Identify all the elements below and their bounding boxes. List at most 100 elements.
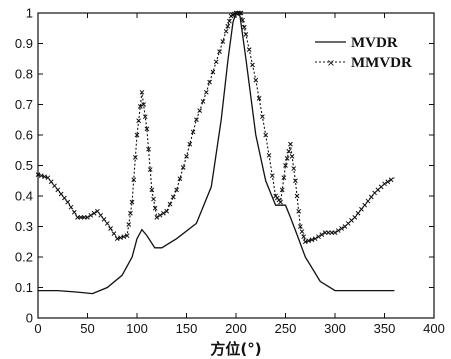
series-point-mmvdr [91, 210, 97, 216]
series-point-mmvdr [368, 194, 374, 200]
y-tick-label: 0.3 [15, 219, 33, 234]
series-point-mmvdr [355, 210, 361, 216]
series-point-mmvdr [236, 10, 242, 16]
series-point-mmvdr [289, 153, 295, 159]
x-tick-label: 150 [176, 321, 198, 336]
y-tick-label: 0.2 [15, 250, 33, 265]
series-point-mmvdr [58, 191, 64, 197]
series-point-mmvdr [269, 173, 275, 179]
x-tick-label: 350 [374, 321, 396, 336]
series-point-mmvdr [302, 239, 308, 245]
series-point-mmvdr [134, 132, 140, 138]
series-point-mmvdr [385, 179, 391, 185]
series-point-mmvdr [293, 178, 298, 184]
series-point-mmvdr [128, 210, 133, 216]
series-point-mmvdr [108, 226, 113, 231]
series-point-mmvdr [279, 187, 285, 193]
series-point-mmvdr [240, 17, 245, 23]
legend: MVDR × MMVDR [315, 35, 412, 71]
series-point-mmvdr [203, 89, 209, 95]
series-point-mmvdr [104, 221, 110, 226]
series-point-mmvdr [238, 10, 244, 16]
y-tick-label: 0.4 [15, 189, 33, 204]
series-point-mmvdr [85, 214, 90, 220]
series-point-mmvdr [309, 237, 315, 243]
legend-mvdr-label: MVDR [351, 35, 398, 51]
series-point-mmvdr [283, 163, 288, 168]
series-point-mmvdr [118, 235, 123, 241]
series-point-mmvdr [294, 193, 300, 199]
series-point-mmvdr [382, 181, 387, 187]
series-point-mmvdr [260, 114, 265, 120]
series-point-mmvdr [213, 59, 219, 65]
series-point-mmvdr [362, 202, 368, 208]
series-point-mmvdr [190, 129, 196, 135]
x-axis-title: 方位(°) [210, 340, 261, 358]
plot-area [37, 12, 435, 319]
legend-mmvdr-label: MMVDR [351, 55, 412, 71]
series-point-mmvdr [388, 177, 394, 183]
series-point-mmvdr [291, 166, 297, 171]
series-point-mmvdr [68, 204, 74, 210]
series-point-mmvdr [312, 236, 318, 242]
series-point-mmvdr [164, 208, 170, 214]
series-point-mmvdr [316, 234, 321, 240]
series-point-mmvdr [217, 49, 222, 54]
series-point-mmvdr [335, 228, 341, 233]
series-point-mmvdr [136, 118, 142, 124]
series-point-mmvdr [223, 28, 229, 34]
series-point-mmvdr [111, 231, 117, 236]
series-point-mmvdr [146, 146, 151, 152]
series-point-mmvdr [306, 238, 311, 244]
y-tick-label: 0.7 [15, 97, 33, 112]
series-point-mmvdr [225, 23, 231, 29]
series-point-mmvdr [167, 201, 173, 207]
x-tick-label: 300 [324, 321, 346, 336]
series-point-mmvdr [174, 187, 179, 193]
series-point-mmvdr [161, 210, 166, 216]
y-tick-label: 0.6 [15, 128, 33, 143]
series-point-mmvdr [253, 77, 259, 83]
series-point-mmvdr [246, 47, 252, 52]
x-tick-label: 250 [275, 321, 297, 336]
series-point-mmvdr [296, 208, 302, 214]
series-point-mmvdr [114, 236, 120, 242]
series-point-mmvdr [200, 99, 206, 104]
x-tick-label: 200 [225, 321, 247, 336]
x-tick-label: 400 [423, 321, 445, 336]
series-point-mmvdr [55, 187, 61, 193]
series-point-mmvdr [207, 79, 212, 85]
series-point-mmvdr [278, 199, 283, 205]
series-point-mmvdr [65, 199, 71, 205]
series-point-mmvdr [52, 183, 57, 189]
series-point-mmvdr [339, 226, 344, 231]
series-point-mmvdr [243, 31, 249, 37]
series-point-mmvdr [71, 209, 77, 215]
series-point-mmvdr [227, 18, 232, 24]
series-point-mmvdr [210, 69, 216, 75]
series-point-mmvdr [177, 176, 183, 182]
x-tick-label: 0 [34, 321, 41, 336]
series-point-mmvdr [299, 229, 305, 234]
series-point-mmvdr [319, 232, 325, 237]
x-tick-label: 50 [80, 321, 94, 336]
series-point-mmvdr [157, 212, 163, 218]
series-point-mmvdr [170, 194, 176, 200]
series-point-mmvdr [95, 208, 100, 214]
series-point-mmvdr [98, 212, 104, 218]
series-point-mmvdr [149, 187, 155, 193]
series-point-mmvdr [152, 205, 158, 211]
series-point-mmvdr [129, 199, 135, 205]
series-point-mmvdr [35, 172, 41, 178]
series-point-mmvdr [256, 96, 262, 101]
y-tick-label: 0.5 [15, 158, 33, 173]
series-point-mmvdr [121, 234, 127, 240]
series-point-mmvdr [194, 117, 199, 123]
series-point-mmvdr [365, 198, 371, 204]
series-point-mmvdr [197, 108, 203, 113]
series-point-mmvdr [359, 206, 364, 212]
series-point-mmvdr [263, 132, 269, 138]
series-line-mvdr [38, 11, 395, 295]
series-point-mmvdr [184, 153, 189, 159]
series-point-mmvdr [48, 179, 54, 185]
